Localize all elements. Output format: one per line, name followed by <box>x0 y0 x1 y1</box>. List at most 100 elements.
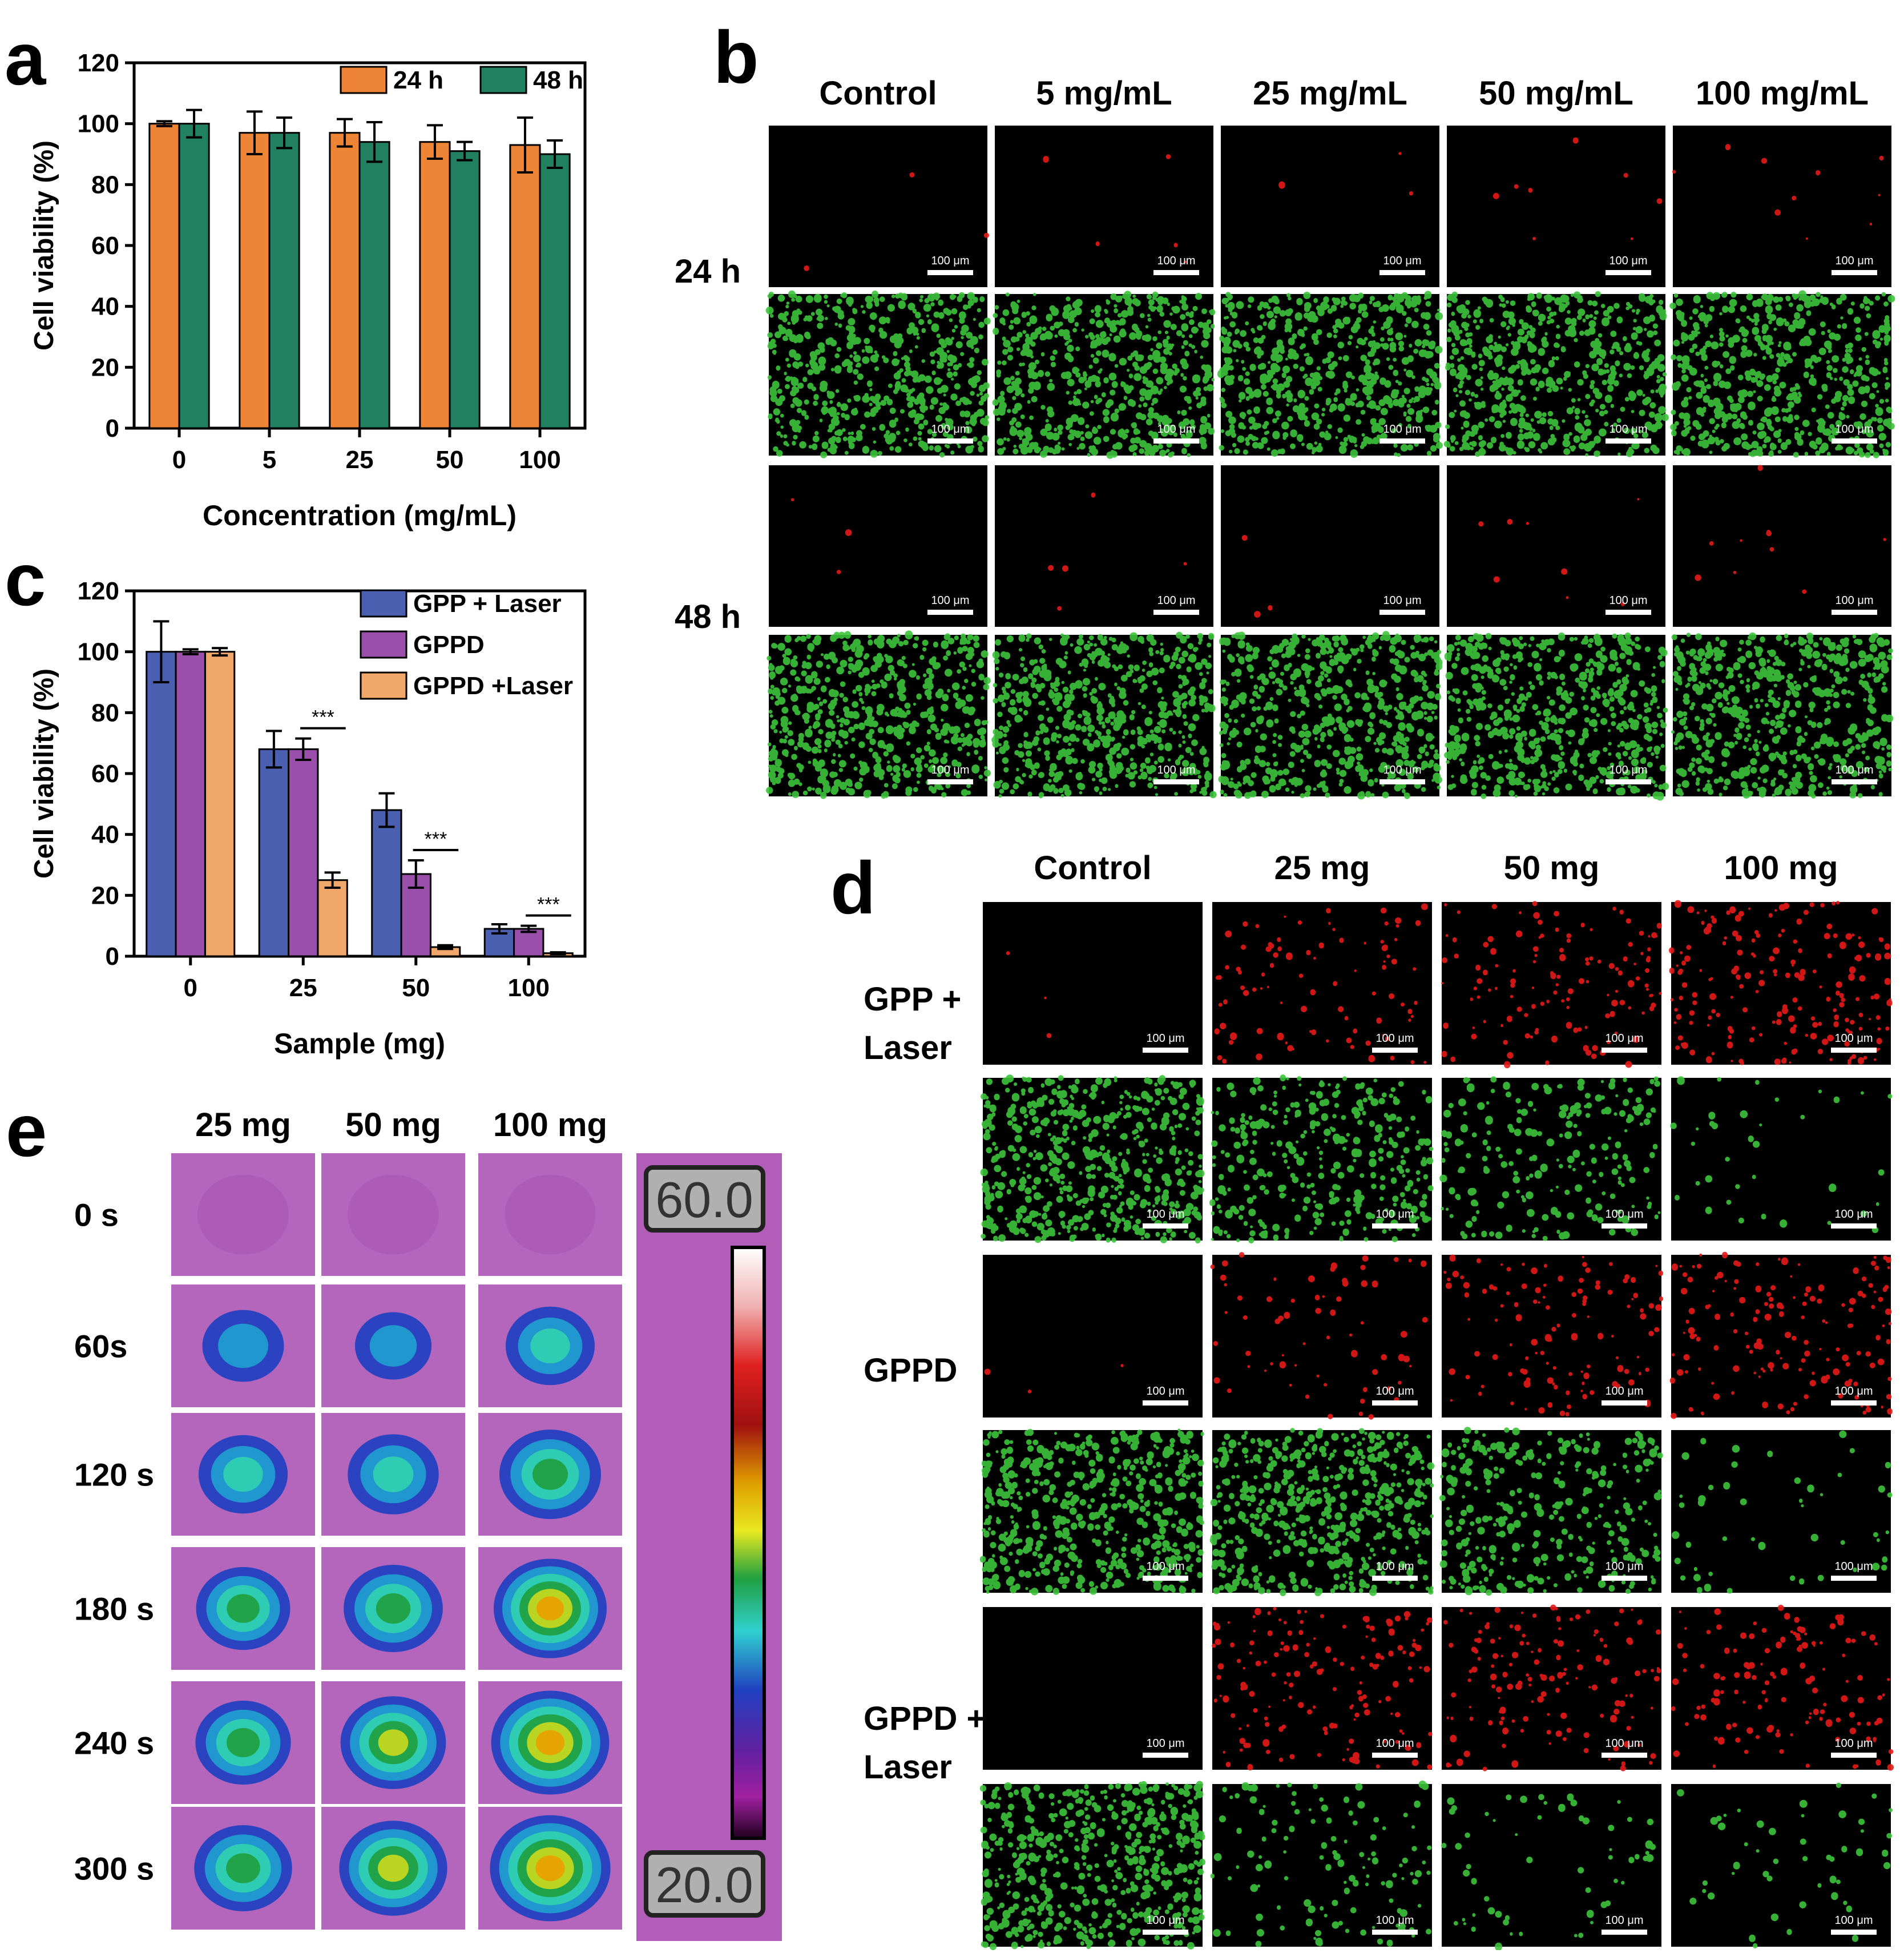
scale-bar <box>1831 1930 1877 1935</box>
row-header: GPPD + <box>864 1700 986 1737</box>
scale-bar <box>1153 270 1199 275</box>
scale-min-label: 20.0 <box>655 1857 753 1913</box>
bar <box>509 144 541 429</box>
scale-bar <box>1831 1223 1877 1229</box>
scale-bar-label: 100 μm <box>1609 764 1647 776</box>
y-tick-label: 40 <box>91 293 119 321</box>
y-tick-label: 20 <box>91 353 119 381</box>
cell-dots <box>1669 290 1895 458</box>
scale-max-box <box>644 1165 765 1233</box>
bar <box>239 132 271 429</box>
cell-dots <box>1441 1793 1656 1951</box>
column-header: 50 mg <box>345 1106 441 1143</box>
scale-bar <box>1832 270 1877 275</box>
bar <box>539 153 571 429</box>
panel-label-c: c <box>5 538 46 621</box>
live-cell-image <box>1212 1784 1432 1947</box>
x-tick-label: 5 <box>263 446 276 474</box>
legend-label: 24 h <box>393 66 443 94</box>
scale-bar <box>1831 1400 1877 1406</box>
thermal-contour <box>378 1729 409 1756</box>
scale-bar-label: 100 μm <box>1605 1385 1643 1398</box>
scale-bar <box>1372 1753 1418 1758</box>
scale-bar <box>927 270 973 275</box>
row-header: 24 h <box>675 253 741 290</box>
thermal-contour <box>377 1854 409 1882</box>
thermal-image <box>321 1547 465 1670</box>
thermal-contour <box>376 1593 411 1624</box>
bar <box>178 123 210 429</box>
cell-dots <box>979 1781 1205 1951</box>
dead-cell-image <box>1671 1255 1891 1418</box>
chart-c: 0 20 40 60 80 100 120 0 25 50 100 *** *** *** Sample (… <box>29 577 587 1060</box>
column-header: 50 mg/mL <box>1479 75 1633 112</box>
thermal-contour <box>226 1853 260 1883</box>
dead-cell-image <box>983 902 1203 1065</box>
legend-swatch <box>479 66 527 94</box>
y-axis-label: Cell viability (%) <box>29 669 59 879</box>
thermal-image <box>321 1413 465 1536</box>
bar <box>419 141 451 429</box>
significance-label: *** <box>312 707 334 728</box>
y-tick-label: 100 <box>78 110 119 138</box>
scale-bar <box>1143 1576 1188 1581</box>
scale-bar-label: 100 μm <box>1605 1914 1643 1927</box>
scale-bar-label: 100 μm <box>1375 1737 1414 1750</box>
thermal-image <box>478 1681 622 1804</box>
x-axis-label: Sample (mg) <box>274 1028 445 1060</box>
scale-bar-label: 100 μm <box>1835 764 1873 776</box>
scale-bar <box>1379 438 1425 444</box>
x-tick-label: 100 <box>508 974 550 1002</box>
y-tick-label: 80 <box>91 171 119 199</box>
scale-bar <box>1832 438 1877 444</box>
thermal-image <box>321 1681 465 1804</box>
thermal-image <box>171 1413 315 1536</box>
scale-bar-label: 100 μm <box>1834 1032 1873 1045</box>
scale-bar-label: 100 μm <box>1609 255 1647 267</box>
thermal-contour <box>197 1174 289 1255</box>
dead-cell-image <box>769 465 987 627</box>
cell-dots <box>1439 1427 1663 1596</box>
thermal-contour <box>348 1174 439 1255</box>
dead-cell-image <box>1212 1607 1432 1770</box>
bar <box>148 123 180 429</box>
panel-label-e: e <box>6 1089 47 1172</box>
bar <box>449 150 481 429</box>
thermal-contour <box>535 1730 565 1755</box>
cell-dots <box>765 290 991 458</box>
dead-cell-image <box>1221 465 1439 627</box>
scale-bar <box>1602 1223 1647 1229</box>
panel-d-fluorescence-grid: Control 25 mg 50 mg 100 mg GPP + Laser GPPD GPP… <box>864 849 1894 1951</box>
dead-cell-image <box>1447 465 1665 627</box>
dead-cell-image <box>1212 1255 1432 1418</box>
panel-e-thermal-grid: 60.0 20.0 25 mg 50 mg 100 mg 0 s 60s 120 s 180… <box>74 1106 782 1941</box>
cell-dots <box>1241 535 1273 618</box>
scale-bar <box>1606 610 1651 615</box>
scale-bar <box>1143 1753 1188 1758</box>
legend-label: 48 h <box>533 66 583 94</box>
cell-dots <box>1671 632 1894 799</box>
scale-bar <box>1602 1400 1647 1406</box>
scale-bar-label: 100 μm <box>1375 1914 1414 1927</box>
scale-bar <box>1372 1048 1418 1053</box>
thermal-contour <box>505 1174 596 1255</box>
row-header: 300 s <box>74 1851 154 1887</box>
x-tick-label: 25 <box>289 974 317 1002</box>
scale-bar-label: 100 μm <box>1375 1032 1414 1045</box>
y-axis-label: Cell viability (%) <box>29 140 59 351</box>
scale-bar <box>1143 1930 1188 1935</box>
cell-dots <box>1443 1254 1664 1417</box>
scale-bar-label: 100 μm <box>1157 764 1195 776</box>
thermal-image <box>171 1807 315 1930</box>
scale-bar-label: 100 μm <box>1383 255 1421 267</box>
x-axis-label: Concentration (mg/mL) <box>203 500 517 531</box>
legend-label: GPPD +Laser <box>413 672 573 700</box>
scale-bar <box>1143 1048 1188 1053</box>
thermal-image <box>478 1807 622 1930</box>
dead-cell-image <box>983 1607 1203 1770</box>
scale-bar-label: 100 μm <box>1605 1032 1643 1045</box>
scale-bar-label: 100 μm <box>1605 1560 1643 1573</box>
cell-dots <box>1210 1781 1432 1947</box>
scale-bar <box>1832 779 1877 784</box>
scale-bar-label: 100 μm <box>1835 255 1873 267</box>
